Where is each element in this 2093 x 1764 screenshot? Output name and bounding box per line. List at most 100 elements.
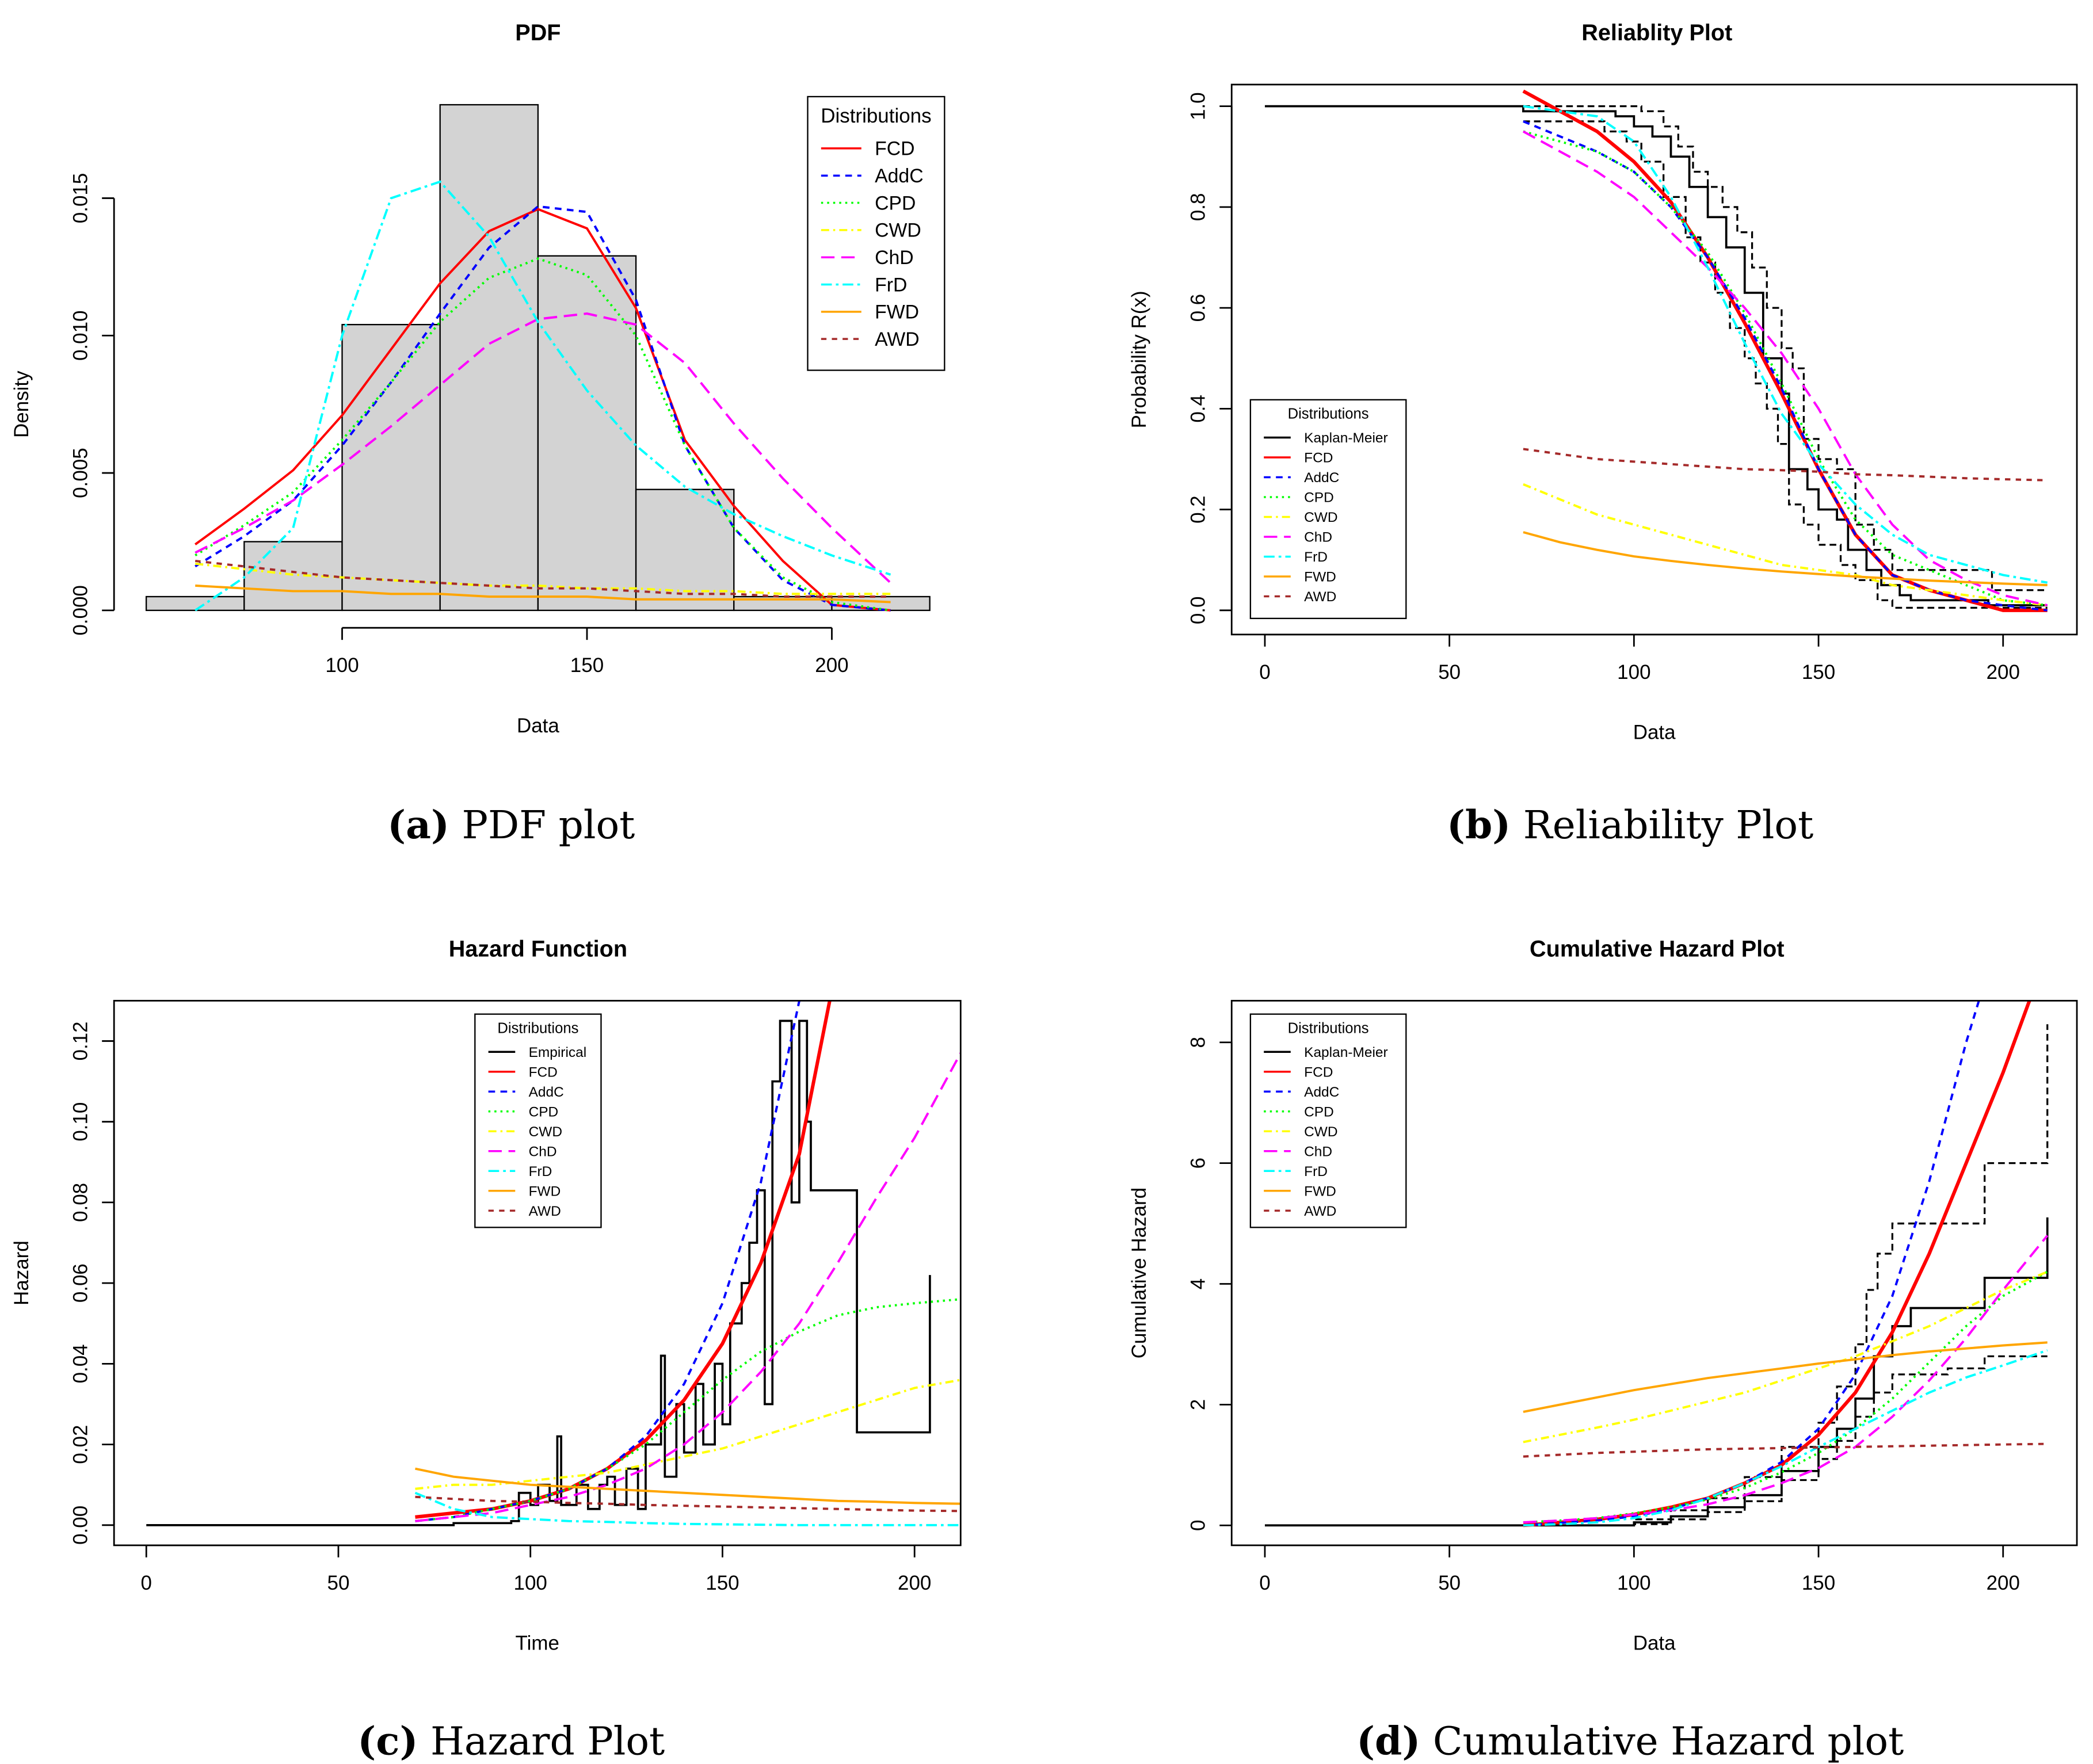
y-tick-label: 0.2 <box>1187 495 1210 524</box>
series-chd <box>1523 1235 2049 1524</box>
x-tick-label: 100 <box>1617 1572 1650 1594</box>
caption-b: (b) Reliability Plot <box>1447 802 1813 847</box>
y-axis-label: Hazard <box>10 1240 33 1305</box>
chart-title: Reliablity Plot <box>1581 20 1732 45</box>
legend-entry: AWD <box>1304 589 1336 605</box>
series-fcd <box>1523 1001 2031 1528</box>
y-axis-label: Probability R(x) <box>1128 291 1150 428</box>
legend-entry: FWD <box>1304 1183 1336 1199</box>
x-tick-label: 50 <box>1438 661 1461 684</box>
step-kaplan-meier <box>1264 105 2048 606</box>
legend-entry: CWD <box>529 1124 562 1140</box>
series-cwd <box>1523 1270 2048 1444</box>
legend-entry: FWD <box>529 1183 561 1199</box>
legend-entry: FrD <box>1304 1164 1328 1179</box>
caption-d: (d) Cumulative Hazard plot <box>1356 1719 1904 1764</box>
y-tick-label: 0.02 <box>70 1425 92 1464</box>
histogram-bar <box>537 255 637 612</box>
x-tick-label: 200 <box>898 1572 931 1594</box>
y-tick-label: 0.12 <box>70 1021 92 1060</box>
x-tick-label: 0 <box>1259 1572 1270 1594</box>
chart-panel-1: Reliablity Plot 0 50 100 150 200 0.0 0.2 0.4 0.6 0… <box>1128 20 2078 744</box>
step-confidence-bound <box>1523 120 2048 609</box>
series-frd <box>195 180 891 612</box>
series-cwd <box>195 562 891 595</box>
legend-box <box>1249 399 1407 620</box>
x-axis-label: Data <box>1633 1632 1676 1655</box>
x-tick-label: 0 <box>141 1572 152 1594</box>
histogram-bar <box>341 323 441 612</box>
legend-entry: ChD <box>1304 530 1332 545</box>
legend-entry: Kaplan-Meier <box>1304 1045 1388 1060</box>
legend: Distributions Kaplan-Meier FCD AddC CPD CWD Ch… <box>1249 1013 1407 1228</box>
series-fwd <box>195 584 891 604</box>
x-tick-label: 150 <box>1802 661 1835 684</box>
y-tick-label: 0.8 <box>1187 193 1210 222</box>
chart-title: PDF <box>515 20 561 45</box>
legend-box <box>807 96 946 371</box>
caption-label: (c) <box>357 1719 418 1764</box>
legend-entry: ChD <box>875 247 914 269</box>
series-chd <box>415 1052 961 1522</box>
legend-entry: AWD <box>529 1204 561 1219</box>
legend-title: Distributions <box>821 105 931 127</box>
y-axis-label: Density <box>10 371 33 438</box>
legend-entry: ChD <box>1304 1144 1332 1159</box>
series-frd <box>414 1491 961 1526</box>
caption-text: Cumulative Hazard plot <box>1433 1719 1904 1764</box>
legend-entry: AWD <box>1304 1204 1336 1219</box>
plot-area <box>146 1001 961 1526</box>
series-addc <box>1523 120 2048 612</box>
series-addc <box>1523 1001 1980 1527</box>
legend-entry: CPD <box>875 192 916 214</box>
y-tick-label: 0.10 <box>70 1102 92 1141</box>
y-tick-label: 6 <box>1187 1158 1210 1169</box>
y-tick-label: 0.6 <box>1187 294 1210 322</box>
series-frd <box>1523 105 2048 584</box>
x-tick-label: 0 <box>1259 661 1270 684</box>
legend-entry: AWD <box>875 329 920 350</box>
step-confidence-bound <box>1523 1024 2049 1526</box>
series-cpd <box>415 1298 961 1522</box>
y-tick-label: 0.4 <box>1187 395 1210 423</box>
series-cwd <box>415 1379 961 1490</box>
legend-entry: CPD <box>529 1104 559 1120</box>
legend-entry: FCD <box>529 1064 558 1080</box>
legend-entry: AddC <box>875 165 924 187</box>
legend-entry: FWD <box>875 301 919 323</box>
series-awd <box>415 1495 961 1513</box>
x-axis-label: Time <box>516 1632 559 1655</box>
y-tick-label: 0.015 <box>70 173 92 224</box>
step-confidence-bound <box>1523 1355 2048 1526</box>
x-tick-label: 150 <box>706 1572 739 1594</box>
legend-entry: CWD <box>1304 1124 1337 1140</box>
x-tick-label: 100 <box>1617 661 1650 684</box>
chart-panel-0: PDF 100 150 200 0.000 0.005 0.010 0.015 Data Dens… <box>10 20 946 737</box>
legend-entry: FrD <box>875 274 907 296</box>
series-frd <box>1523 1349 2048 1527</box>
caption-label: (a) <box>387 802 449 847</box>
chart-title: Hazard Function <box>449 936 627 961</box>
series-awd <box>1523 448 2048 482</box>
series-chd <box>1522 130 2048 606</box>
caption-text: Hazard Plot <box>430 1719 665 1764</box>
y-tick-label: 0.005 <box>70 448 92 498</box>
y-tick-label: 0 <box>1187 1520 1210 1531</box>
plot-area <box>195 180 891 612</box>
caption-text: Reliability Plot <box>1523 802 1813 847</box>
y-tick-label: 0.000 <box>70 585 92 636</box>
legend-entry: CPD <box>1304 1104 1334 1120</box>
series-fwd <box>415 1467 961 1505</box>
series-cpd <box>195 257 891 612</box>
x-tick-label: 50 <box>1438 1572 1461 1594</box>
legend-entry: FrD <box>529 1164 552 1179</box>
legend-title: Distributions <box>497 1020 578 1036</box>
legend-entry: FCD <box>875 138 914 160</box>
legend-box <box>1249 1013 1407 1228</box>
legend: Distributions Kaplan-Meier FCD AddC CPD CWD Ch… <box>1249 399 1407 620</box>
x-axis-label: Data <box>517 715 559 737</box>
x-axis-label: Data <box>1633 721 1676 744</box>
step-confidence-bound <box>1523 105 2048 591</box>
y-tick-label: 1.0 <box>1187 92 1210 120</box>
